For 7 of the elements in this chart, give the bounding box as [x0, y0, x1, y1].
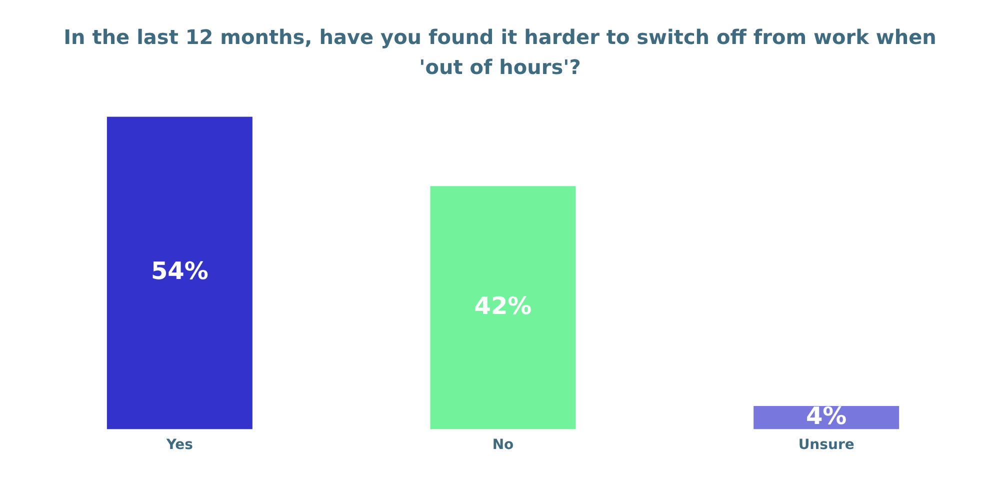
data-label: 42% [474, 292, 532, 320]
data-label: 54% [150, 257, 208, 286]
x-tick-label: Yes [165, 437, 194, 454]
x-tick-label: Unsure [798, 437, 854, 454]
chart-title: In the last 12 months, have you found it harder to switch off from work when 'out of hours'? [62, 24, 938, 81]
data-label: 4% [806, 402, 847, 430]
x-tick-label: No [492, 437, 514, 454]
